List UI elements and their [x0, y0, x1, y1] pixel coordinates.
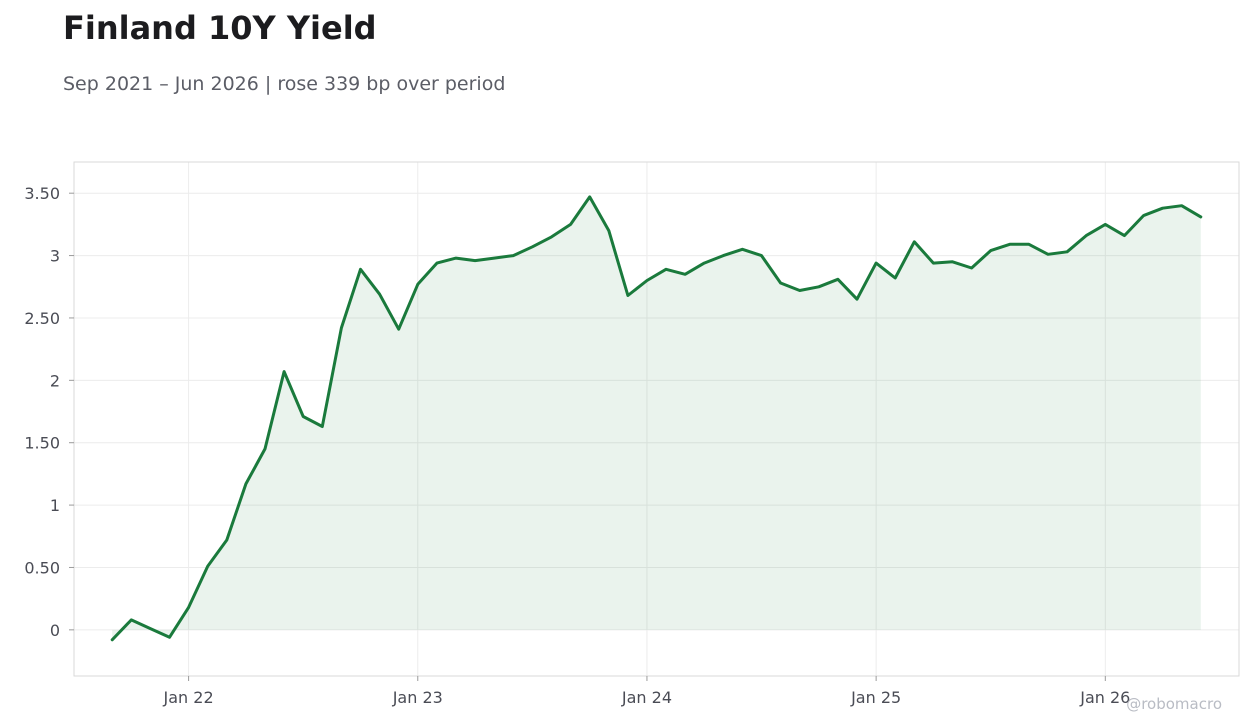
data-point	[665, 268, 668, 271]
data-point	[588, 195, 591, 198]
data-point	[1085, 234, 1088, 237]
data-point	[1066, 250, 1069, 253]
data-point	[244, 482, 247, 485]
y-tick-label: 2	[50, 371, 60, 390]
data-point	[1199, 215, 1202, 218]
data-point	[149, 627, 152, 630]
data-point	[302, 415, 305, 418]
data-point	[130, 618, 133, 621]
data-point	[760, 254, 763, 257]
data-point	[225, 539, 228, 542]
x-tick-label: Jan 23	[392, 688, 443, 707]
data-point	[645, 279, 648, 282]
data-point	[741, 248, 744, 251]
data-point	[454, 257, 457, 260]
data-point	[913, 240, 916, 243]
data-point	[779, 282, 782, 285]
data-point	[817, 285, 820, 288]
data-point	[321, 425, 324, 428]
data-point	[1027, 243, 1030, 246]
data-point	[722, 254, 725, 257]
data-point	[263, 447, 266, 450]
series-line	[110, 195, 1203, 642]
data-point	[875, 262, 878, 265]
x-tick-label: Jan 26	[1079, 688, 1130, 707]
data-point	[836, 278, 839, 281]
y-axis-ticks: 0 0.50 1 1.50 2 2.50 3 3.50	[24, 184, 74, 640]
data-point	[1123, 234, 1126, 237]
data-point	[703, 262, 706, 265]
data-point	[1047, 253, 1050, 256]
data-point	[397, 328, 400, 331]
y-tick-label: 3.50	[24, 184, 60, 203]
data-point	[359, 268, 362, 271]
data-point	[512, 254, 515, 257]
data-point	[932, 262, 935, 265]
watermark: @robomacro	[1126, 695, 1222, 713]
y-tick-label: 2.50	[24, 309, 60, 328]
data-point	[798, 289, 801, 292]
x-tick-label: Jan 22	[163, 688, 214, 707]
data-point	[550, 235, 553, 238]
data-point	[1008, 243, 1011, 246]
x-tick-label: Jan 25	[850, 688, 901, 707]
y-tick-label: 1	[50, 496, 60, 515]
data-point	[970, 267, 973, 270]
y-tick-label: 0.50	[24, 558, 60, 577]
y-tick-label: 0	[50, 621, 60, 640]
data-point	[989, 249, 992, 252]
data-point	[416, 283, 419, 286]
data-point	[187, 606, 190, 609]
data-point	[1161, 207, 1164, 210]
chart-subtitle: Sep 2021 – Jun 2026 | rose 339 bp over p…	[63, 73, 506, 95]
data-point	[531, 245, 534, 248]
data-point	[111, 638, 114, 641]
data-point	[340, 326, 343, 329]
chart-title: Finland 10Y Yield	[63, 9, 377, 47]
data-point	[1142, 214, 1145, 217]
data-point	[607, 229, 610, 232]
data-point	[206, 565, 209, 568]
series-area-fill	[112, 196, 1201, 640]
data-point	[493, 257, 496, 260]
data-point	[569, 223, 572, 226]
data-point	[951, 260, 954, 263]
x-axis-ticks: Jan 22 Jan 23 Jan 24 Jan 25 Jan 26	[163, 676, 1130, 707]
data-point	[1180, 204, 1183, 207]
data-point	[1104, 223, 1107, 226]
y-tick-label: 3	[50, 247, 60, 266]
data-point	[626, 294, 629, 297]
data-point	[435, 262, 438, 265]
data-point	[894, 277, 897, 280]
x-tick-label: Jan 24	[621, 688, 672, 707]
data-point	[283, 370, 286, 373]
data-point	[684, 273, 687, 276]
plot-frame	[73, 161, 1240, 677]
data-point	[378, 293, 381, 296]
grid-lines	[74, 162, 1239, 676]
data-point	[856, 298, 859, 301]
y-tick-label: 1.50	[24, 434, 60, 453]
data-point	[168, 636, 171, 639]
data-point	[474, 259, 477, 262]
